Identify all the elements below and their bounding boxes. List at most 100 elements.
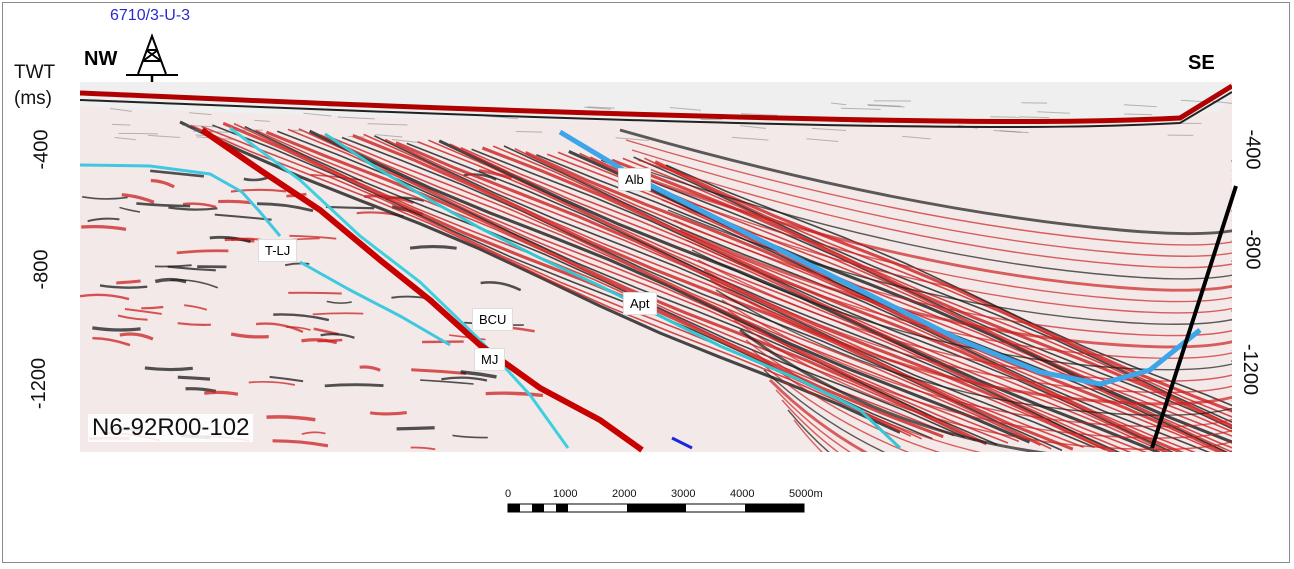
reflector-line [81, 224, 127, 231]
reflector-line [363, 133, 1084, 449]
reflector-line [269, 375, 304, 383]
reflector-line [273, 313, 330, 322]
reflector-line [118, 132, 158, 135]
reflector-line [374, 135, 1095, 448]
reflector-line [615, 137, 649, 142]
reflector-line [751, 349, 1232, 452]
scale-bar-tick-5000m: 5000m [789, 488, 823, 500]
reflector-line [452, 434, 488, 439]
reflector-line [168, 206, 218, 211]
horizon-t-lj-line [79, 163, 282, 237]
reflector-line [679, 228, 1232, 349]
horizon-apt-label: Apt [623, 292, 657, 315]
reflector-line [167, 265, 216, 272]
well-name: 6710/3-U-3 [110, 7, 191, 24]
horizon-mj-line [229, 126, 570, 449]
reflector-line [410, 446, 436, 451]
reflector-line [176, 249, 229, 255]
reflector-line [325, 205, 375, 210]
twt-axis-title-line1: TWT [14, 62, 56, 83]
reflector-line [87, 217, 120, 223]
reflector-line [587, 106, 615, 109]
reflector-line [150, 169, 205, 178]
reflector-line [637, 159, 1232, 269]
reflector-line [625, 139, 1232, 246]
reflector-line [460, 146, 1170, 452]
reflector-line [395, 141, 1117, 452]
reflector-line [111, 123, 131, 126]
reflector-line [184, 304, 208, 311]
reflector-line [685, 239, 1232, 359]
seabed-reflector [80, 83, 1232, 124]
reflector-line [420, 379, 474, 385]
reflector-line [449, 143, 1167, 452]
reflector-line [369, 411, 407, 416]
reflector-line [406, 142, 1121, 452]
direction-se-label: SE [1188, 52, 1215, 74]
scale-bar-tick-0: 0 [505, 488, 512, 500]
reflector-line [141, 305, 164, 310]
reflector-line [568, 149, 1232, 444]
reflector-line [119, 332, 154, 341]
reflector-line [348, 135, 365, 138]
reflector-line [337, 116, 375, 120]
reflector-line [324, 383, 384, 388]
reflector-line [768, 378, 1232, 452]
horizon-bcu-label: BCU [472, 308, 514, 331]
reflector-line [619, 128, 1232, 236]
reflector-line [92, 326, 141, 332]
horizon-alb-label: Alb [618, 168, 651, 191]
reflector-line [481, 146, 1185, 452]
reflector-line [80, 293, 130, 301]
reflector-line [715, 289, 1232, 416]
reflector-line [867, 104, 901, 107]
reflector-line [272, 439, 329, 448]
reflector-line [478, 169, 513, 180]
reflector-line [320, 332, 355, 339]
reflector-line [303, 112, 332, 117]
seismic-line-id: N6-92R00-102 [88, 414, 254, 442]
reflector-line [441, 376, 488, 382]
reflector-line [1037, 111, 1070, 114]
seismic-reflectors [80, 99, 1232, 452]
reflector-line [117, 314, 148, 321]
reflector-line [288, 291, 342, 295]
reflector-line [811, 127, 846, 132]
reflector-line [391, 139, 419, 143]
reflector-line [631, 149, 1232, 257]
reflector-line [673, 219, 1232, 337]
reflector-line [485, 391, 544, 398]
reflector-line [703, 269, 1232, 394]
reflector-line [515, 130, 543, 133]
reflector-line [806, 138, 839, 142]
right-axis-tick-800: -800 [1241, 229, 1264, 270]
reflector-line [721, 299, 1232, 428]
reflector-line [265, 130, 988, 446]
reflector-line [524, 151, 1227, 452]
reflector-line [177, 322, 211, 326]
seabed-water-zone [80, 82, 1232, 124]
reflector-line [396, 426, 435, 431]
horizon-apt-line [324, 132, 902, 450]
reflector-line [740, 125, 766, 129]
reflector-line [503, 145, 1211, 452]
reflector-line [1124, 113, 1153, 116]
direction-nw-label: NW [84, 48, 118, 70]
reflector-line [709, 278, 1232, 406]
reflector-line [248, 380, 296, 386]
reflector-line [633, 156, 1232, 423]
reflector-line [189, 112, 212, 116]
reflector-line [697, 259, 1232, 382]
reflector-line [1018, 116, 1050, 119]
reflector-line [841, 107, 881, 110]
horizon-t-lj-deep-line [299, 260, 451, 347]
reflector-line [266, 415, 316, 422]
reflector-line [732, 136, 769, 141]
right-axis-tick-1200: -1200 [1239, 343, 1262, 396]
reflector-line [643, 169, 1232, 280]
reflector-line [254, 119, 270, 122]
left-axis-tick-800: -800 [30, 249, 53, 290]
reflector-line [763, 369, 1232, 452]
reflector-line [661, 199, 1232, 314]
